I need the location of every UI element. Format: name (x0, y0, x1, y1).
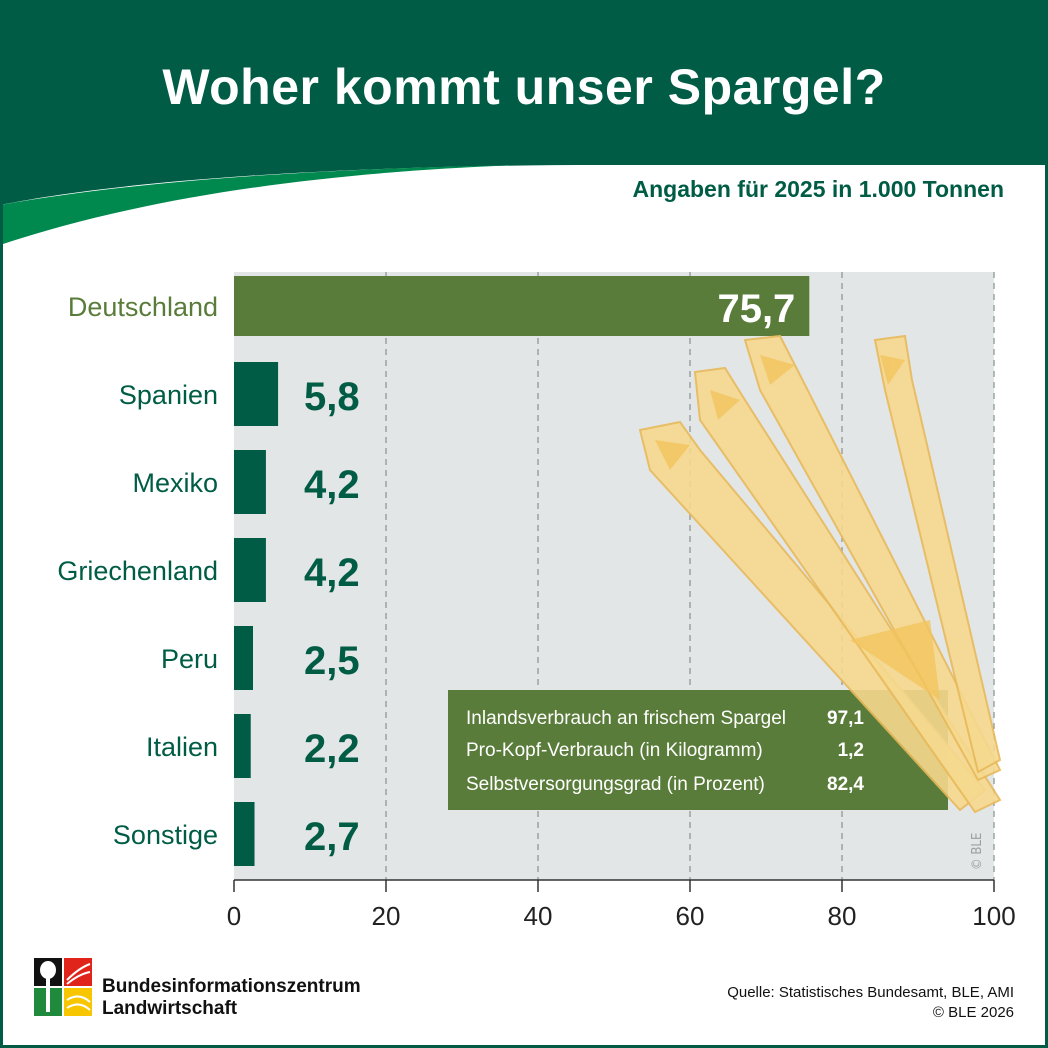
stats-box: Inlandsverbrauch an frischem Spargel 97,1… (448, 690, 948, 810)
value-label: 2,5 (304, 639, 360, 683)
source-text: Quelle: Statistisches Bundesamt, BLE, AM… (727, 984, 1014, 1001)
category-label: Sonstige (113, 820, 218, 850)
stat-value: 82,4 (827, 774, 864, 795)
header-banner (0, 0, 1048, 245)
stat-label: Pro-Kopf-Verbrauch (in Kilogramm) (466, 740, 763, 761)
bar-mexiko (234, 450, 266, 514)
x-tick-label: 0 (227, 901, 241, 931)
page-title: Woher kommt unser Spargel? (162, 59, 886, 115)
x-tick-label: 60 (676, 901, 705, 931)
chart-subtitle: Angaben für 2025 in 1.000 Tonnen (632, 176, 1005, 202)
stat-row: Selbstversorgungsgrad (in Prozent) 82,4 (466, 774, 864, 796)
brand-line-1: Bundesinformationszentrum (102, 976, 361, 997)
category-label: Mexiko (132, 468, 218, 498)
x-tick-label: 40 (524, 901, 553, 931)
category-label: Spanien (119, 380, 218, 410)
value-label: 5,8 (304, 375, 360, 419)
stat-row: Inlandsverbrauch an frischem Spargel 97,1 (466, 708, 864, 730)
x-tick-label: 100 (972, 901, 1015, 931)
value-label: 4,2 (304, 551, 360, 595)
image-credit: © BLE (970, 832, 985, 870)
bar-deutschland (234, 276, 810, 336)
stat-value: 1,2 (837, 740, 864, 761)
bar-italien (234, 714, 251, 778)
value-label: 75,7 (717, 287, 795, 331)
bar-peru (234, 626, 253, 690)
category-label: Griechenland (57, 556, 218, 586)
value-label: 4,2 (304, 463, 360, 507)
bar-griechenland (234, 538, 266, 602)
copyright-text: © BLE 2026 (932, 1004, 1014, 1021)
brand-line-2: Landwirtschaft (102, 998, 238, 1019)
x-tick-label: 20 (372, 901, 401, 931)
asparagus-illustration (638, 334, 1002, 814)
stat-label: Inlandsverbrauch an frischem Spargel (466, 708, 787, 729)
value-label: 2,2 (304, 727, 360, 771)
brand-name: Bundesinformationszentrum Landwirtschaft (102, 976, 361, 1020)
bar-spanien (234, 362, 279, 426)
stat-label: Selbstversorgungsgrad (in Prozent) (466, 774, 765, 795)
value-label: 2,7 (304, 815, 360, 859)
bar-sonstige (234, 802, 255, 866)
category-label: Deutschland (68, 292, 218, 322)
source-note: Quelle: Statistisches Bundesamt, BLE, AM… (727, 983, 1014, 1023)
category-label: Peru (161, 644, 218, 674)
category-label: Italien (146, 732, 218, 762)
x-tick-label: 80 (828, 901, 857, 931)
stat-row: Pro-Kopf-Verbrauch (in Kilogramm) 1,2 (466, 740, 864, 762)
bzl-logo (34, 958, 92, 1016)
stat-value: 97,1 (827, 708, 864, 729)
